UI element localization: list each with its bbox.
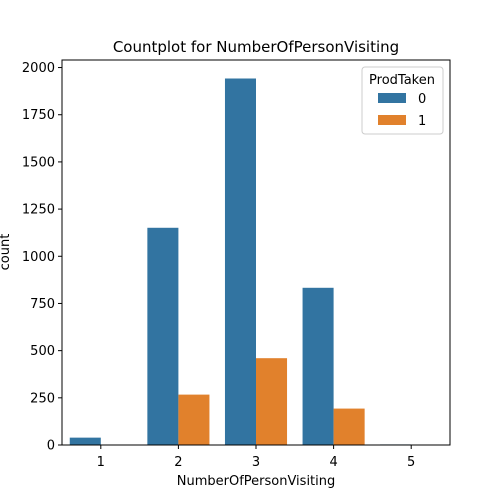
x-axis-label: NumberOfPersonVisiting	[177, 474, 336, 489]
bars-group	[69, 78, 412, 445]
x-tick-label-2: 2	[174, 455, 182, 470]
bar-4-series-1	[333, 408, 365, 445]
bar-1-series-0	[69, 437, 101, 445]
bar-3-series-1	[256, 358, 288, 445]
bar-2-series-1	[178, 394, 210, 445]
bar-4-series-0	[302, 287, 334, 445]
legend-label-0: 0	[418, 92, 426, 107]
chart-title: Countplot for NumberOfPersonVisiting	[113, 38, 399, 56]
y-tick-label-250: 250	[30, 391, 55, 406]
x-tick-label-5: 5	[407, 455, 415, 470]
y-tick-label-1750: 1750	[22, 108, 55, 123]
legend-items: 01	[378, 92, 426, 129]
y-axis: 0 250 500 750 1000 1250 1500 1750 2000	[22, 61, 62, 454]
x-tick-label-1: 1	[97, 455, 105, 470]
y-tick-label-1500: 1500	[22, 155, 55, 170]
y-tick-label-0: 0	[47, 439, 55, 454]
legend-swatch-1	[378, 115, 406, 125]
y-tick-label-500: 500	[30, 344, 55, 359]
y-axis-label: count	[0, 234, 13, 271]
y-tick-label-1000: 1000	[22, 250, 55, 265]
bar-3-series-0	[224, 78, 256, 445]
y-tick-label-2000: 2000	[22, 61, 55, 76]
legend-swatch-0	[378, 93, 406, 103]
x-tick-label-4: 4	[329, 455, 337, 470]
x-axis: 1 2 3 4 5	[97, 445, 415, 470]
legend-title: ProdTaken	[369, 73, 435, 88]
x-tick-label-3: 3	[252, 455, 260, 470]
y-tick-label-1250: 1250	[22, 203, 55, 218]
legend[interactable]: ProdTaken 01	[361, 66, 444, 135]
legend-label-1: 1	[418, 114, 426, 129]
y-tick-label-750: 750	[30, 297, 55, 312]
bar-2-series-0	[147, 227, 179, 445]
